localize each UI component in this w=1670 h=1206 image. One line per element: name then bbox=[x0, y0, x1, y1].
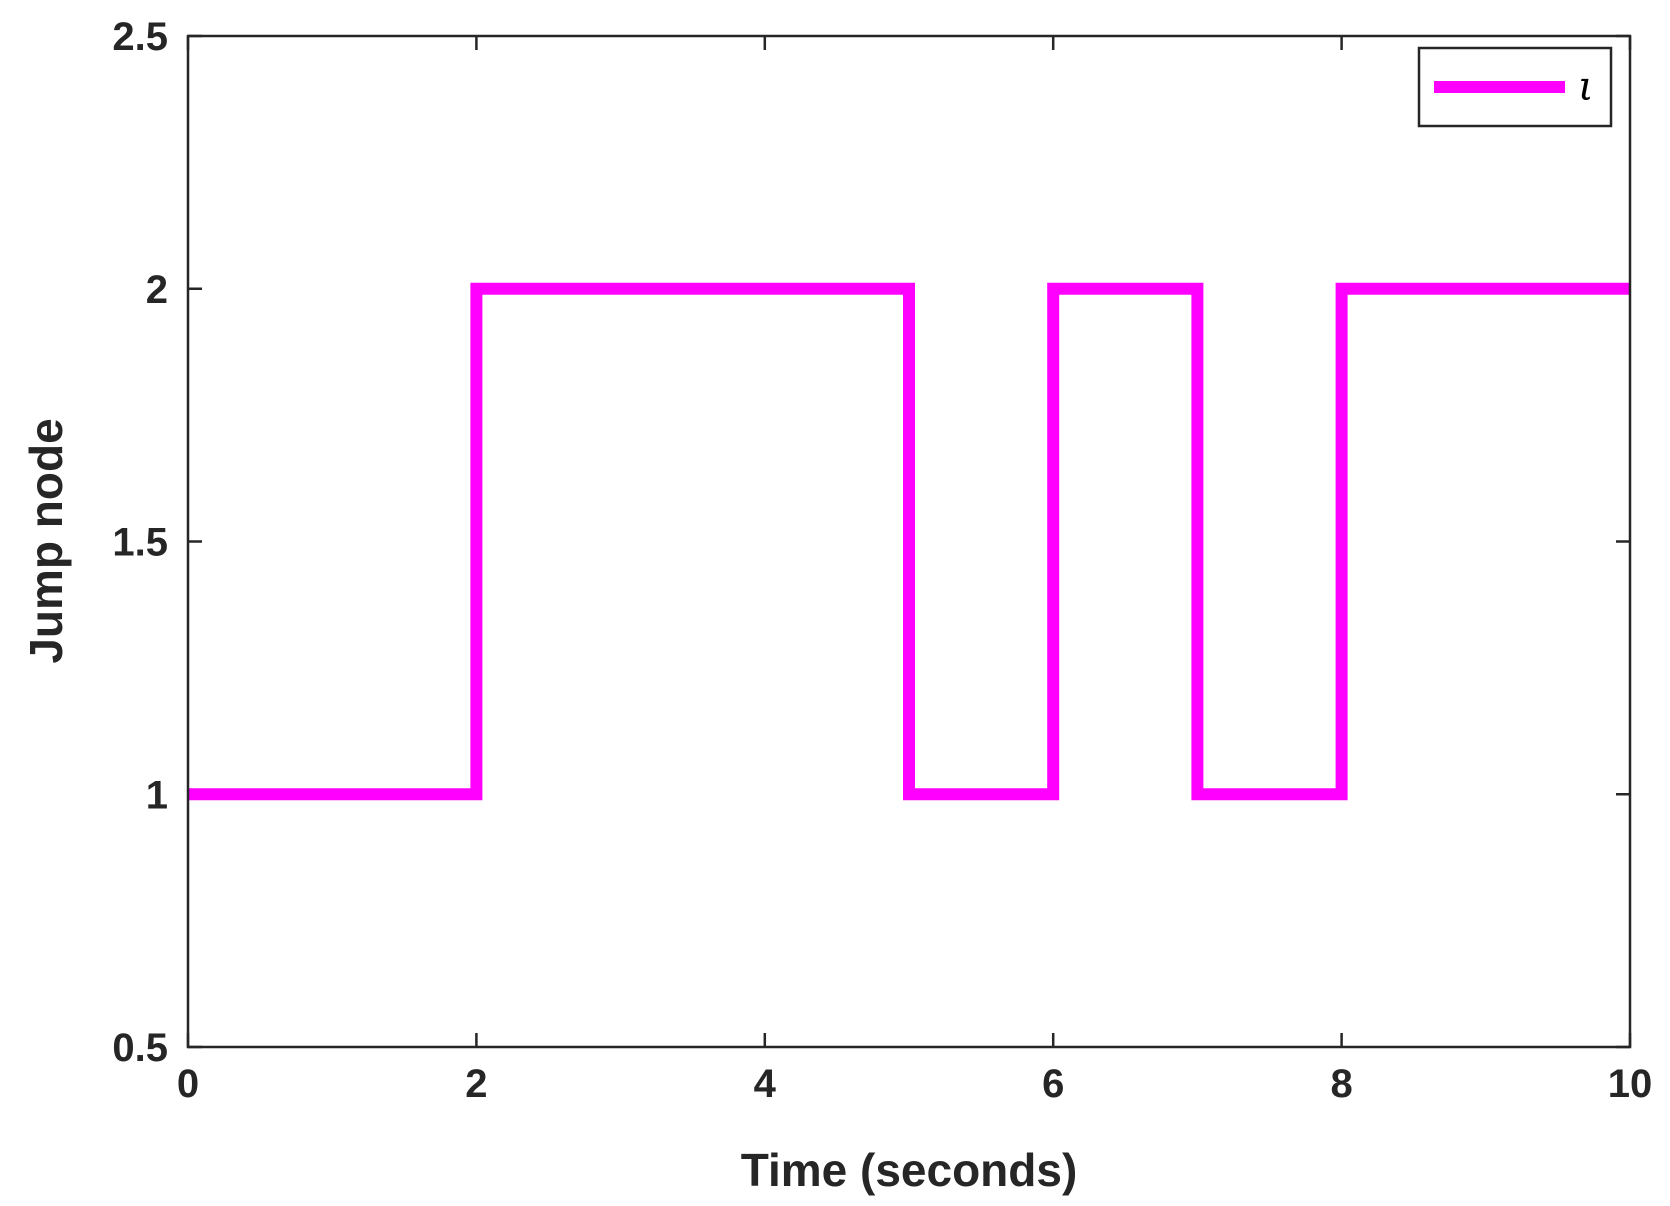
x-tick-label: 2 bbox=[465, 1062, 487, 1106]
y-tick-label: 0.5 bbox=[112, 1026, 168, 1070]
x-tick-label: 8 bbox=[1330, 1062, 1352, 1106]
series-layer bbox=[188, 282, 1630, 801]
y-tick-labels: 0.5 1 1.5 2 2.5 bbox=[112, 15, 168, 1070]
y-tick-label: 2.5 bbox=[112, 15, 168, 59]
plot-frame bbox=[186, 34, 1632, 1049]
legend-label: ι bbox=[1578, 64, 1594, 110]
x-tick-label: 0 bbox=[177, 1062, 199, 1106]
x-axis-title: Time (seconds) bbox=[741, 1144, 1078, 1196]
x-tick-labels: 0 2 4 6 8 10 bbox=[177, 1062, 1652, 1106]
y-axis-title: Jump node bbox=[20, 418, 72, 663]
x-tick-label: 6 bbox=[1042, 1062, 1064, 1106]
y-tick-label: 1.5 bbox=[112, 521, 168, 565]
y-tick-label: 1 bbox=[146, 773, 168, 817]
series-line-iota bbox=[188, 282, 1630, 801]
x-tick-label: 10 bbox=[1608, 1062, 1653, 1106]
x-tick-label: 4 bbox=[754, 1062, 777, 1106]
legend: ι bbox=[1417, 46, 1613, 128]
y-tick-label: 2 bbox=[146, 268, 168, 312]
